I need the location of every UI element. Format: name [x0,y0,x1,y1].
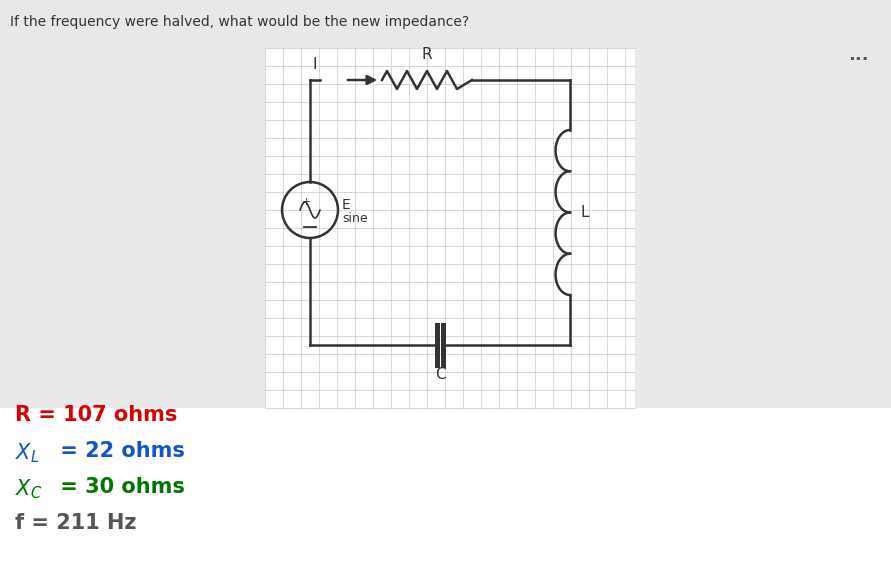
Text: R = 107 ohms: R = 107 ohms [15,405,177,425]
Text: +: + [301,196,311,207]
Text: R: R [421,47,432,62]
Text: $X_L$: $X_L$ [15,441,39,465]
Text: E: E [342,198,351,212]
Text: sine: sine [342,212,368,226]
Text: f = 211 Hz: f = 211 Hz [15,513,136,533]
Text: = 30 ohms: = 30 ohms [53,477,184,497]
Text: L: L [580,205,588,220]
Text: = 22 ohms: = 22 ohms [53,441,184,461]
Text: I: I [313,57,317,72]
Text: C: C [435,367,446,382]
Text: If the frequency were halved, what would be the new impedance?: If the frequency were halved, what would… [10,15,470,29]
Text: $X_C$: $X_C$ [15,477,43,501]
Text: ...: ... [847,46,869,64]
Bar [0,408,891,571]
Bar [265,48,635,408]
